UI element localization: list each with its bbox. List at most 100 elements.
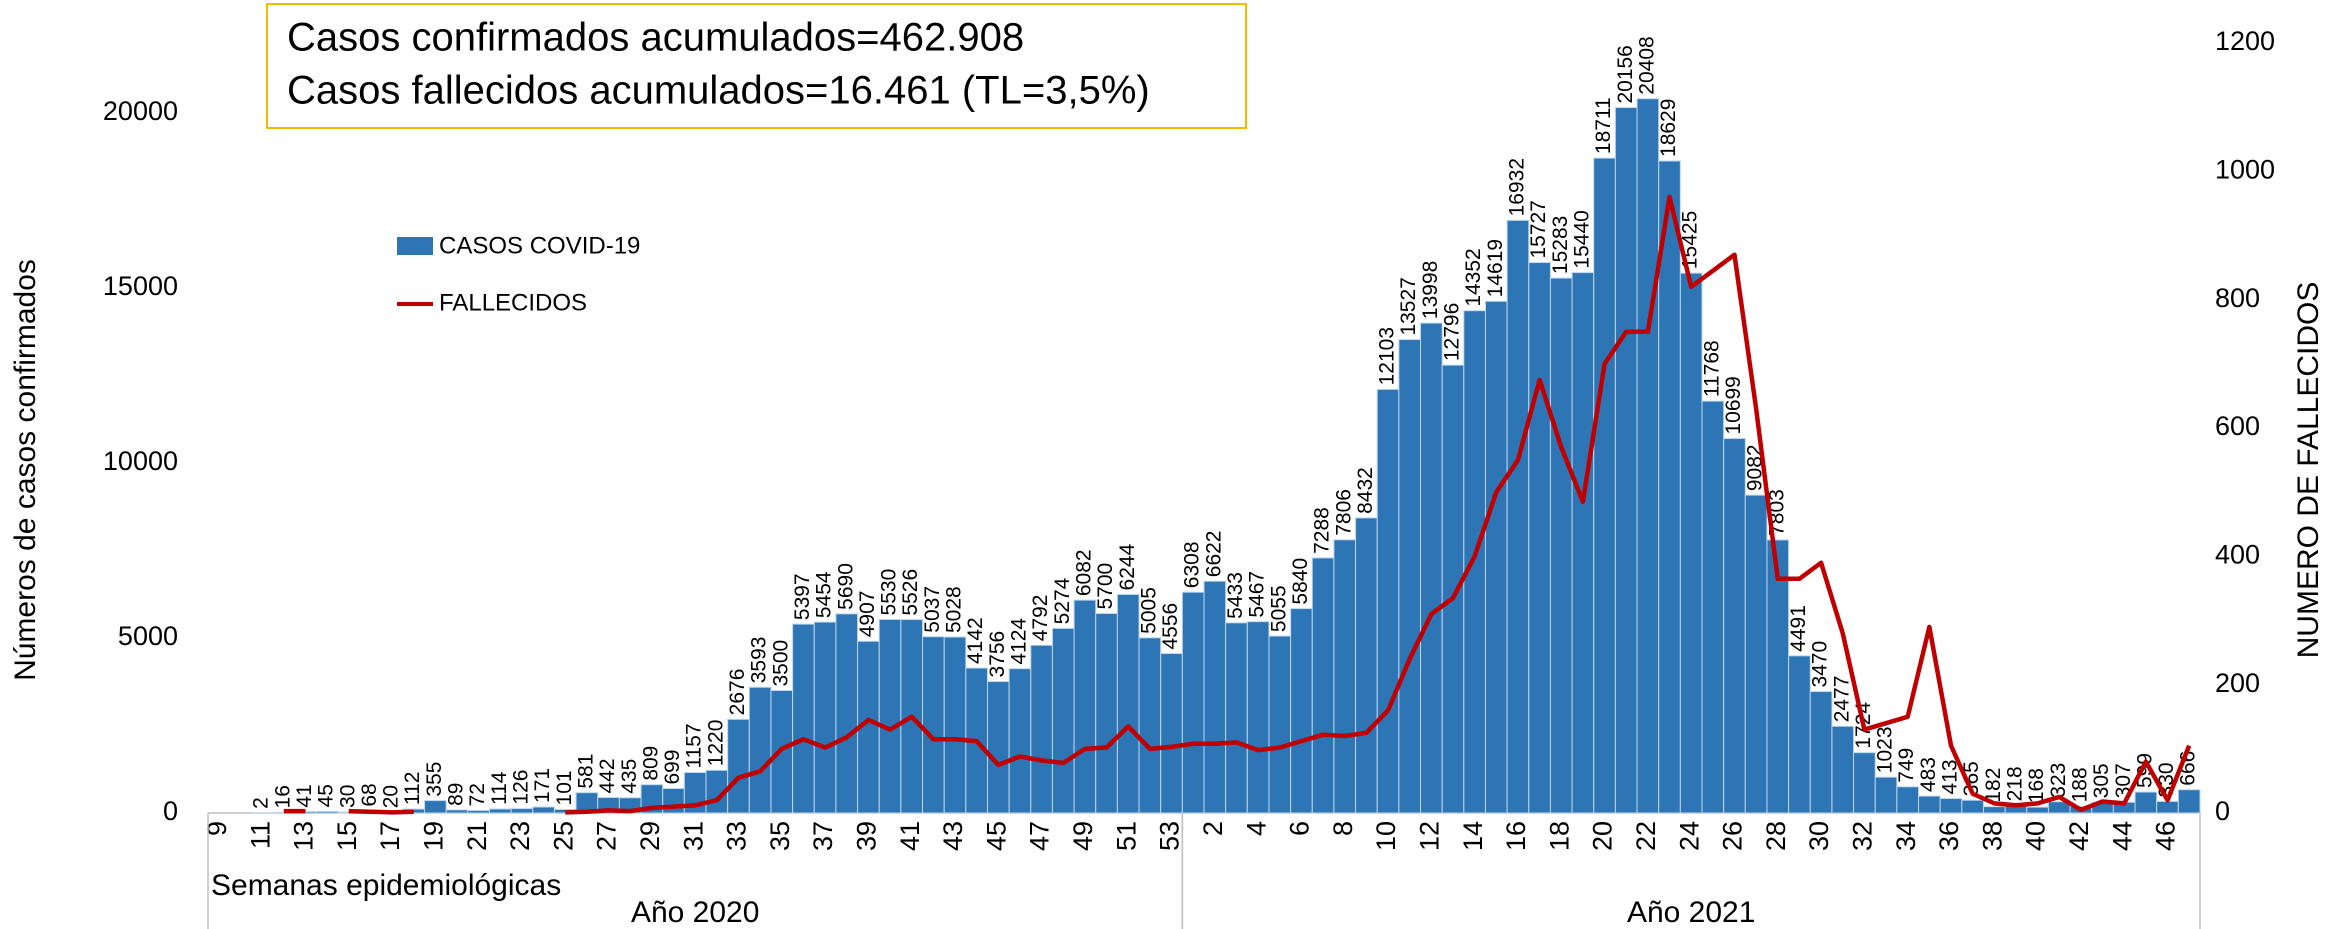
annotation: Casos fallecidos acumulados=16.461 (TL=3…: [287, 69, 1150, 113]
x-tick-label: 11: [245, 821, 275, 849]
bar: [1333, 539, 1357, 814]
x-tick-label: 41: [895, 821, 925, 851]
bar: [1614, 107, 1638, 814]
x-tick-label: 51: [1111, 821, 1141, 851]
x-tick-label: 9: [202, 821, 232, 836]
bar: [1181, 591, 1205, 814]
bar: [1918, 795, 1941, 814]
data-label: 218: [2004, 766, 2027, 801]
bar: [1116, 593, 1140, 814]
data-label: 14352: [1462, 248, 1485, 306]
data-label: 305: [2090, 763, 2113, 798]
bar: [1268, 635, 1292, 814]
data-label: 13527: [1397, 277, 1420, 335]
data-label: 3470: [1809, 641, 1832, 688]
data-label: 1220: [704, 720, 727, 767]
data-label: 15283: [1549, 216, 1572, 274]
data-label: 809: [639, 746, 662, 781]
data-label: 4491: [1787, 605, 1810, 652]
x-tick-label: 24: [1674, 821, 1704, 851]
x-tick-label: 12: [1414, 821, 1444, 851]
data-label: 5700: [1094, 563, 1117, 610]
bar: [1939, 798, 1963, 814]
data-label: 188: [2068, 767, 2091, 802]
bar: [1744, 494, 1768, 814]
data-label: 8432: [1354, 467, 1377, 514]
bar: [878, 618, 902, 814]
x-tick-label: 43: [938, 821, 968, 851]
bar: [835, 613, 859, 814]
data-label: 5028: [943, 586, 966, 633]
x-tick-label: 30: [1804, 821, 1834, 851]
x-tick-label: 23: [505, 821, 535, 851]
y2-tick-label: 1000: [2215, 154, 2275, 184]
x-tick-label: 34: [1891, 821, 1921, 851]
bar: [315, 810, 339, 814]
legend-label: FALLECIDOS: [439, 289, 587, 316]
x-tick-label: 47: [1025, 821, 1055, 851]
data-label: 2676: [726, 669, 749, 716]
data-label: 112: [401, 772, 424, 805]
data-label: 72: [466, 783, 489, 806]
data-label: 699: [661, 749, 684, 784]
data-label: 581: [574, 754, 597, 789]
bar: [922, 636, 945, 814]
bar: [1853, 752, 1876, 814]
bar: [1571, 272, 1595, 814]
y-tick-label: 0: [163, 796, 178, 826]
data-label: 45: [315, 784, 338, 807]
bar: [813, 621, 837, 814]
bar: [662, 788, 685, 814]
data-label: 6082: [1072, 549, 1095, 596]
data-label: 41: [293, 784, 316, 807]
data-label: 15440: [1570, 210, 1593, 268]
x-tick-label: 8: [1328, 821, 1358, 836]
y2-tick-label: 0: [2215, 796, 2230, 826]
data-label: 3756: [986, 631, 1009, 678]
x-tick-label: 40: [2021, 821, 2051, 851]
bar: [1008, 668, 1032, 814]
bar: [532, 806, 555, 814]
data-label: 182: [1982, 768, 2005, 803]
bar: [1701, 400, 1725, 814]
y-tick-label: 20000: [103, 96, 178, 126]
y2-tick-label: 800: [2215, 283, 2260, 313]
x-tick-label: 25: [548, 821, 578, 851]
data-label: 16932: [1506, 158, 1529, 216]
data-label: 6308: [1181, 542, 1204, 589]
y-axis-title: Números de casos confirmados: [9, 259, 42, 681]
x-tick-label: 15: [332, 821, 362, 851]
x-tick-label: 33: [722, 821, 752, 851]
y2-tick-label: 600: [2215, 411, 2260, 441]
x-tick-label: 36: [1934, 821, 1964, 851]
bar: [510, 808, 534, 814]
line: [565, 194, 2192, 815]
group-label: Año 2020: [631, 896, 759, 929]
x-tick-label: 44: [2107, 821, 2137, 851]
x-tick-label: 16: [1501, 821, 1531, 851]
data-label: 3593: [748, 637, 771, 684]
data-label: 5526: [899, 569, 922, 616]
bar: [1961, 799, 1984, 814]
bar: [986, 681, 1010, 814]
data-label: 20: [380, 785, 403, 808]
data-label: 4124: [1008, 618, 1031, 665]
data-label: 101: [553, 770, 576, 805]
data-label: 2: [250, 797, 273, 809]
bar: [1073, 599, 1097, 814]
data-label: 68: [358, 783, 381, 806]
y2-tick-label: 1200: [2215, 26, 2275, 56]
x-tick-label: 27: [592, 821, 622, 851]
data-label: 483: [1917, 757, 1940, 792]
bar: [943, 636, 967, 814]
x-tick-label: 20: [1588, 821, 1618, 851]
bar: [467, 809, 490, 814]
data-label: 5274: [1051, 577, 1074, 624]
data-label: 323: [2047, 763, 2070, 798]
data-label: 5433: [1224, 572, 1247, 619]
x-tick-label: 26: [1718, 821, 1748, 851]
bar: [1355, 517, 1378, 814]
x-tick-label: 21: [462, 821, 492, 851]
legend-swatch: [397, 237, 433, 255]
